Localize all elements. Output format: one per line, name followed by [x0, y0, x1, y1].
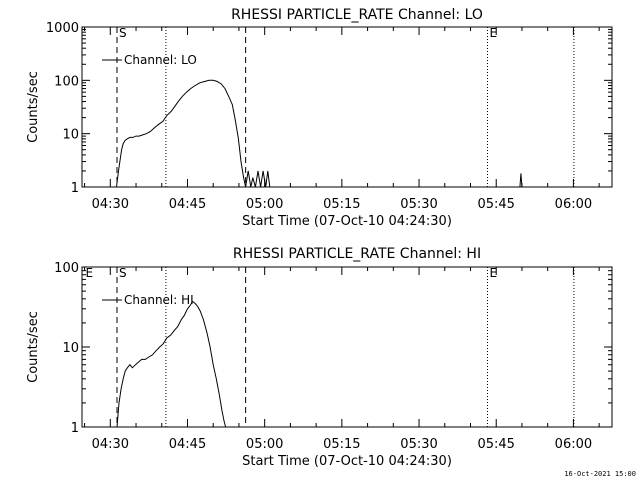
y-tick-label: 10: [62, 128, 79, 143]
x-tick-label: 05:15: [323, 437, 360, 452]
x-tick-label: 04:45: [169, 197, 206, 212]
x-tick-label: 05:45: [477, 197, 514, 212]
y-axis-label: Counts/sec: [26, 71, 41, 143]
legend-entry: Channel: HI: [124, 293, 194, 307]
x-tick-label: 05:15: [323, 197, 360, 212]
marker-e: E: [86, 266, 94, 280]
x-axis-label: Start Time (07-Oct-10 04:24:30): [242, 214, 452, 229]
y-tick-label: 100: [54, 261, 79, 276]
y-axis-label: Counts/sec: [26, 311, 41, 383]
x-tick-label: 06:00: [555, 437, 592, 452]
y-tick-label: 1000: [46, 21, 79, 36]
x-tick-label: 05:45: [477, 437, 514, 452]
plot-frame: [81, 26, 613, 188]
plot-frame: [81, 266, 613, 428]
x-tick-label: 05:00: [246, 437, 283, 452]
x-axis-label: Start Time (07-Oct-10 04:24:30): [242, 454, 452, 469]
x-tick-label: 06:00: [555, 197, 592, 212]
x-tick-label: 04:30: [92, 197, 129, 212]
series-line: [116, 79, 271, 188]
x-tick-label: 05:00: [246, 197, 283, 212]
chart-title: RHESSI PARTICLE_RATE Channel: HI: [233, 246, 481, 262]
series-line: [116, 300, 227, 428]
y-tick-label: 100: [54, 74, 79, 89]
y-tick-label: 1: [71, 421, 79, 436]
y-tick-label: 1: [71, 181, 79, 196]
marker-e: E: [489, 266, 497, 280]
marker-e: E: [489, 26, 497, 40]
panel-1: RHESSI PARTICLE_RATE Channel: LO 1 10 100 10…: [26, 7, 613, 229]
marker-s: S: [119, 26, 127, 40]
footer-date: 16-Oct-2021 15:00: [564, 470, 636, 478]
series-spike: [519, 173, 523, 188]
x-tick-label: 05:30: [400, 197, 437, 212]
marker-s: S: [119, 266, 127, 280]
x-tick-label: 04:45: [169, 437, 206, 452]
x-tick-label: 05:30: [400, 437, 437, 452]
legend-entry: Channel: LO: [124, 53, 197, 67]
chart-title: RHESSI PARTICLE_RATE Channel: LO: [231, 7, 483, 23]
y-tick-label: 10: [62, 341, 79, 356]
x-tick-label: 04:30: [92, 437, 129, 452]
panel-2: RHESSI PARTICLE_RATE Channel: HI 1 10 100 04…: [26, 246, 613, 469]
